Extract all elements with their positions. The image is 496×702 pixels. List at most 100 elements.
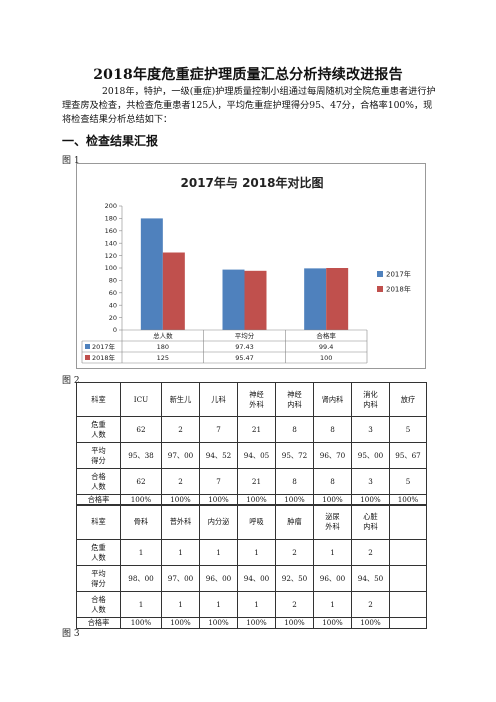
cell-text-line: 消化 (363, 389, 378, 399)
table-cell: 95、72 (275, 442, 314, 469)
table-cell: 肿瘤 (275, 504, 314, 540)
table-cell: 消化 内科 (351, 382, 390, 417)
cell-text-line: 危重 (91, 542, 106, 552)
legend-label: 2017年 (386, 270, 411, 279)
data-table-value: 97.43 (235, 343, 254, 351)
data-table-value: 95.47 (235, 354, 254, 362)
table-cell: 94、52 (199, 442, 238, 469)
pass-rate-row: 合格率 100% 100% 100% 100% 100% 100% 100% (76, 617, 427, 629)
table-cell: 94、00 (237, 565, 276, 592)
table-cell: 5 (389, 416, 427, 443)
cell-text-line: 合格 (91, 471, 106, 481)
table-cell (389, 565, 427, 592)
table-cell: 7 (199, 468, 238, 495)
row-label-cell: 科室 (76, 504, 121, 540)
cell-text-line: 外科 (249, 399, 264, 409)
table-cell: 94、50 (351, 565, 390, 592)
table-cell: 95、38 (120, 442, 162, 469)
cell-text-line: 得分 (91, 455, 106, 465)
table-cell (389, 591, 427, 618)
y-tick-label: 200 (105, 202, 117, 210)
table-cell: 1 (161, 539, 200, 566)
table-cell: 普外科 (161, 504, 200, 540)
intro-paragraph: 2018年，特护，一级(重症)护理质量控制小组通过每周随机对全院危重患者进行护理… (62, 85, 438, 127)
critical-count-row: 危重 人数 1 1 1 1 2 1 2 (76, 539, 427, 566)
row-label-cell: 平均 得分 (76, 442, 121, 469)
bar-2018 (162, 252, 185, 330)
table-cell: 95、00 (351, 442, 390, 469)
section-heading: 一、检查结果汇报 (62, 134, 159, 148)
cell-text-line: 泌尿 (325, 512, 340, 521)
legend-swatch (377, 271, 383, 277)
y-tick-label: 40 (109, 301, 117, 309)
table-cell: 98、00 (120, 565, 162, 592)
table-cell: 1 (313, 539, 352, 566)
data-table-value: 99.4 (319, 343, 333, 351)
table-cell: 94、05 (237, 442, 276, 469)
table-cell: 神经 内科 (275, 382, 314, 417)
legend-key-swatch (85, 344, 90, 349)
data-table-value: 125 (157, 354, 169, 362)
table-cell (389, 504, 427, 540)
cell-text-line: 人数 (91, 481, 106, 491)
cell-text-line: 危重 (91, 419, 106, 429)
table-cell: 内分泌 (199, 504, 238, 540)
y-tick-label: 160 (105, 227, 117, 235)
table-cell: 神经 外科 (237, 382, 276, 417)
cell-text-line: 合格 (91, 594, 106, 604)
table-cell: 心脏 内科 (351, 504, 390, 540)
table-cell: 8 (275, 468, 314, 495)
table-cell: 2 (275, 539, 314, 566)
header-row: 科室 骨科 普外科 内分泌 呼吸 肿瘤 泌尿 外科 心脏 内科 (76, 504, 427, 540)
table-cell: 2 (351, 591, 390, 618)
cell-text-line: 神经 (249, 389, 264, 399)
table-cell: 100% (313, 617, 352, 629)
table-cell: 3 (351, 468, 390, 495)
figure-1-label: 图 1 (62, 156, 80, 166)
row-label-cell: 合格 人数 (76, 591, 121, 618)
pass-rate-row: 合格率 100% 100% 100% 100% 100% 100% 100% 100% (76, 494, 427, 506)
table-cell: 1 (161, 591, 200, 618)
table-cell: 97、00 (161, 565, 200, 592)
cell-text-line: 内科 (287, 399, 302, 409)
legend-label: 2018年 (386, 285, 411, 294)
legend-key-swatch (85, 355, 90, 360)
qualified-count-row: 合格 人数 1 1 1 1 2 1 2 (76, 591, 427, 618)
data-table-value: 100 (320, 354, 332, 362)
table-cell: 100% (237, 617, 276, 629)
table-cell: 2 (275, 591, 314, 618)
cell-text-line: 人数 (91, 429, 106, 439)
x-category-label: 总人数 (153, 331, 173, 340)
average-score-row: 平均 得分 95、38 97、00 94、52 94、05 95、72 96、70 95、00 9… (76, 442, 427, 469)
table-cell: 8 (313, 416, 352, 443)
comparison-chart: 2017年与 2018年对比图 0 20 40 60 80 100 120 140 160 180 2… (76, 163, 426, 369)
table-cell: 肾内科 (313, 382, 352, 417)
table-cell: 新生儿 (161, 382, 200, 417)
table-cell: 儿科 (199, 382, 238, 417)
x-category-label: 平均分 (235, 331, 255, 340)
table-cell: 1 (237, 539, 276, 566)
bar-2018 (326, 268, 349, 330)
figure-2-label: 图 2 (62, 376, 80, 386)
critical-count-row: 危重 人数 62 2 7 21 8 8 3 5 (76, 416, 427, 443)
table-cell: 1 (120, 539, 162, 566)
cell-text-line: 人数 (91, 604, 106, 614)
cell-text-line: 平均 (91, 445, 106, 455)
bar-2018 (244, 270, 267, 330)
table-cell: 100% (120, 617, 162, 629)
cell-text-line: 外科 (325, 522, 340, 531)
table-cell: 5 (389, 468, 427, 495)
table-cell: ICU (120, 382, 162, 417)
row-label-cell: 合格 人数 (76, 468, 121, 495)
cell-text-line: 人数 (91, 552, 106, 562)
bar-2017 (304, 268, 327, 330)
table-cell: 21 (237, 416, 276, 443)
department-table-2: 科室 骨科 普外科 内分泌 呼吸 肿瘤 泌尿 外科 心脏 内科 危重 人数 1 1 1 1 2 1 2 平均 得分 98、… (76, 504, 427, 629)
table-cell: 97、00 (161, 442, 200, 469)
table-cell: 呼吸 (237, 504, 276, 540)
y-tick-label: 100 (105, 264, 117, 272)
cell-text-line: 得分 (91, 578, 106, 588)
table-cell: 62 (120, 416, 162, 443)
x-category-label: 合格率 (316, 331, 336, 340)
y-tick-label: 0 (113, 326, 117, 334)
